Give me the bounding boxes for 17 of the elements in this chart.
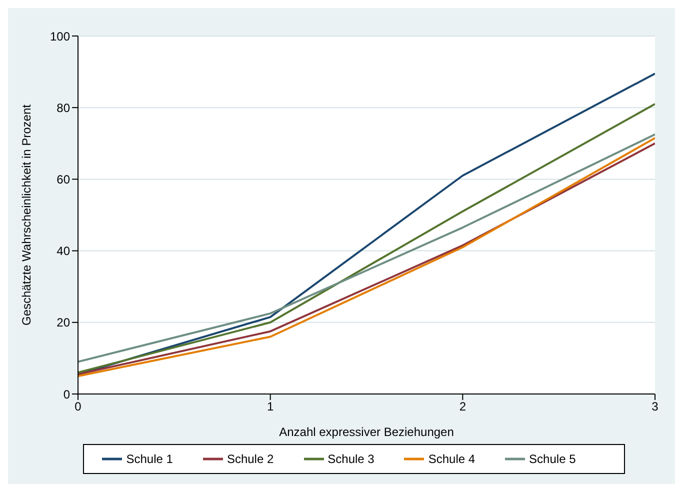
legend-label: Schule 1	[126, 452, 173, 466]
y-tick-label: 100	[50, 29, 70, 44]
y-tick-label: 20	[56, 316, 70, 330]
y-axis-title: Geschätzte Wahrscheinlichkeit in Prozent	[19, 104, 34, 326]
y-tick-label: 40	[56, 244, 70, 258]
x-tick-label: 0	[74, 400, 82, 414]
x-tick-label: 2	[459, 400, 466, 414]
y-tick-label: 0	[63, 387, 70, 402]
x-tick-label: 1	[266, 400, 274, 414]
x-tick-label: 3	[652, 400, 659, 414]
y-tick-label: 60	[56, 172, 70, 186]
y-tick-label: 80	[56, 100, 70, 115]
legend-label: Schule 2	[226, 452, 274, 466]
legend-label: Schule 4	[428, 452, 476, 466]
legend-label: Schule 3	[328, 452, 374, 466]
x-axis-title: Anzahl expressiver Beziehungen	[279, 425, 454, 439]
legend-label: Schule 5	[529, 452, 576, 466]
